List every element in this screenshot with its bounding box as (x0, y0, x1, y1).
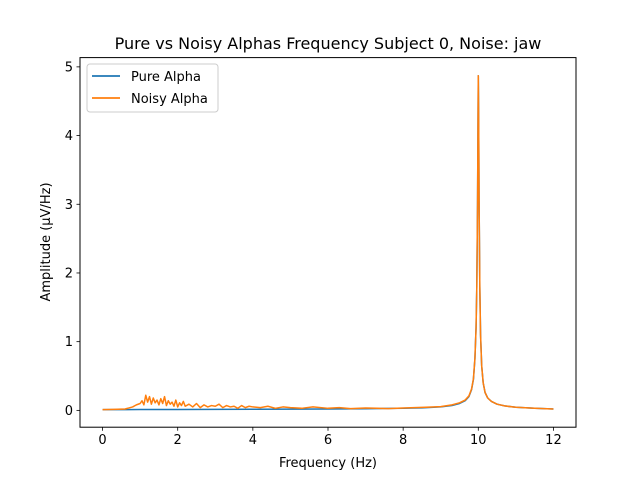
y-axis-label: Amplitude (μV/Hz) (39, 182, 54, 301)
series-layer (102, 75, 554, 411)
y-axis: 0 1 2 3 4 5 (65, 60, 80, 419)
y-tick-label: 1 (65, 335, 73, 350)
y-tick-label: 0 (65, 404, 73, 419)
y-tick-label: 2 (65, 266, 73, 281)
x-tick-label: 8 (399, 433, 407, 448)
chart-title: Pure vs Noisy Alphas Frequency Subject 0… (115, 34, 542, 53)
legend: Pure Alpha Noisy Alpha (86, 63, 219, 113)
x-tick-label: 2 (174, 433, 182, 448)
series-line-noisy-alpha (102, 75, 554, 411)
y-tick-label: 4 (65, 129, 73, 144)
x-tick-label: 10 (470, 433, 487, 448)
y-tick-label: 3 (65, 198, 73, 213)
x-axis-label: Frequency (Hz) (279, 456, 377, 471)
x-tick-label: 12 (545, 433, 562, 448)
x-axis: 0 2 4 6 8 10 12 (98, 427, 562, 448)
legend-label: Noisy Alpha (131, 92, 208, 107)
legend-label: Pure Alpha (131, 70, 201, 85)
x-tick-label: 6 (324, 433, 332, 448)
x-tick-label: 4 (249, 433, 257, 448)
x-tick-label: 0 (98, 433, 106, 448)
y-tick-label: 5 (65, 60, 73, 75)
